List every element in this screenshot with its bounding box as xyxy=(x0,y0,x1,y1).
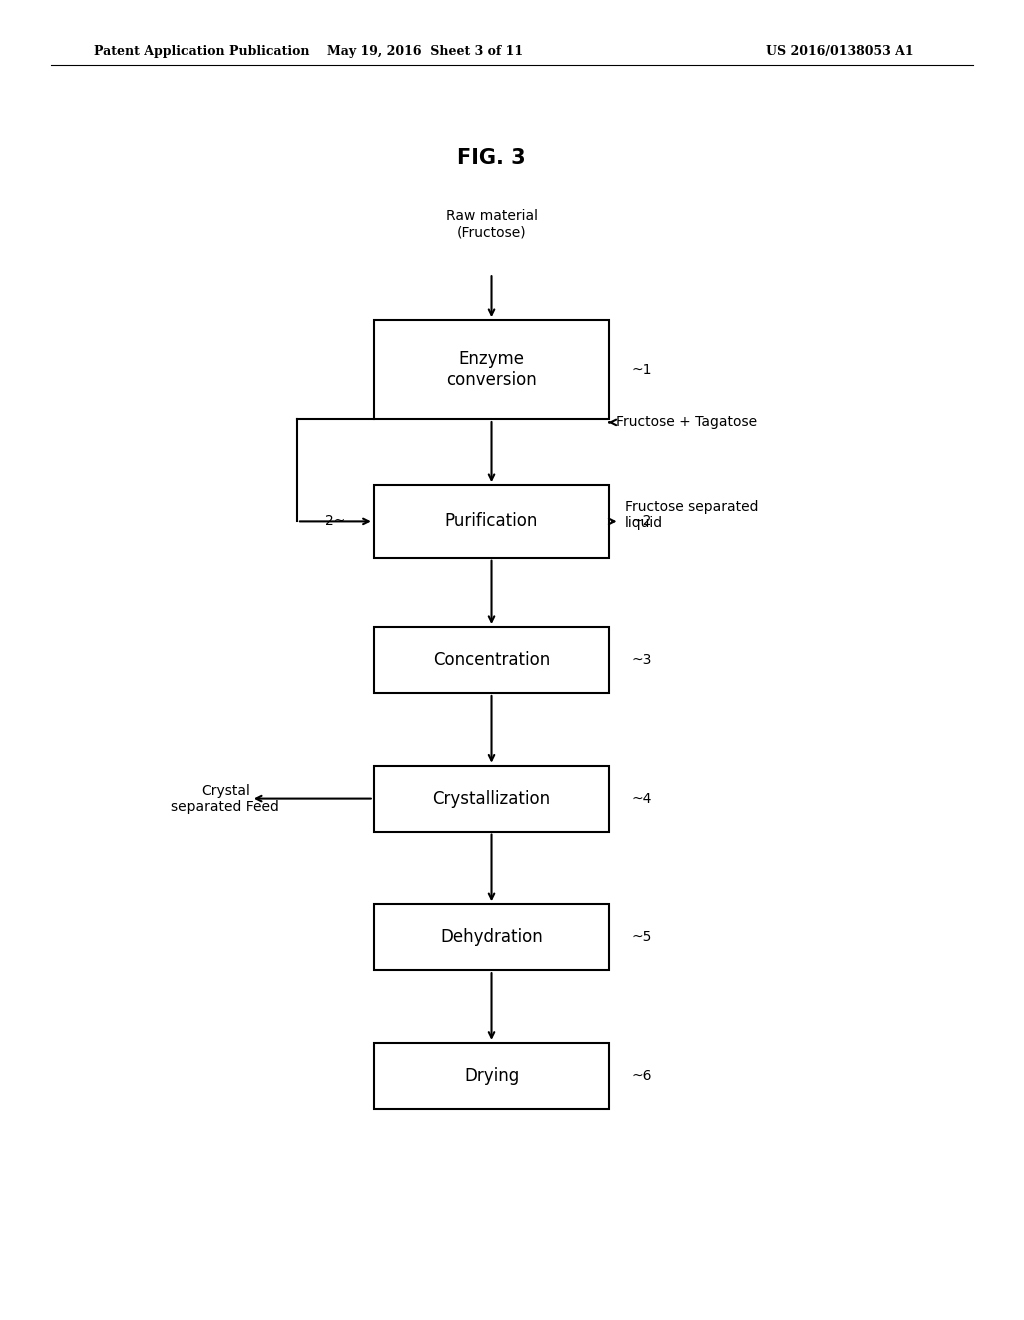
Text: US 2016/0138053 A1: US 2016/0138053 A1 xyxy=(766,45,913,58)
FancyBboxPatch shape xyxy=(374,627,609,693)
Text: Concentration: Concentration xyxy=(433,651,550,669)
FancyBboxPatch shape xyxy=(374,766,609,832)
Text: Dehydration: Dehydration xyxy=(440,928,543,946)
Text: ~5: ~5 xyxy=(632,931,652,944)
Text: Crystal
separated Feed: Crystal separated Feed xyxy=(171,784,280,813)
Text: ~2: ~2 xyxy=(632,515,652,528)
Text: Fructose separated
liquid: Fructose separated liquid xyxy=(625,500,758,529)
Text: Raw material
(Fructose): Raw material (Fructose) xyxy=(445,210,538,239)
Text: May 19, 2016  Sheet 3 of 11: May 19, 2016 Sheet 3 of 11 xyxy=(327,45,523,58)
FancyBboxPatch shape xyxy=(374,484,609,557)
Text: Enzyme
conversion: Enzyme conversion xyxy=(446,350,537,389)
Text: Purification: Purification xyxy=(444,512,539,531)
Text: FIG. 3: FIG. 3 xyxy=(457,148,526,169)
Text: ~4: ~4 xyxy=(632,792,652,805)
Text: Crystallization: Crystallization xyxy=(432,789,551,808)
FancyBboxPatch shape xyxy=(374,904,609,970)
FancyBboxPatch shape xyxy=(374,321,609,420)
Text: ~3: ~3 xyxy=(632,653,652,667)
FancyBboxPatch shape xyxy=(374,1043,609,1109)
Text: ~6: ~6 xyxy=(632,1069,652,1082)
Text: Fructose + Tagatose: Fructose + Tagatose xyxy=(616,416,758,429)
Text: Drying: Drying xyxy=(464,1067,519,1085)
Text: 2~: 2~ xyxy=(325,515,345,528)
Text: Patent Application Publication: Patent Application Publication xyxy=(94,45,309,58)
Text: ~1: ~1 xyxy=(632,363,652,376)
